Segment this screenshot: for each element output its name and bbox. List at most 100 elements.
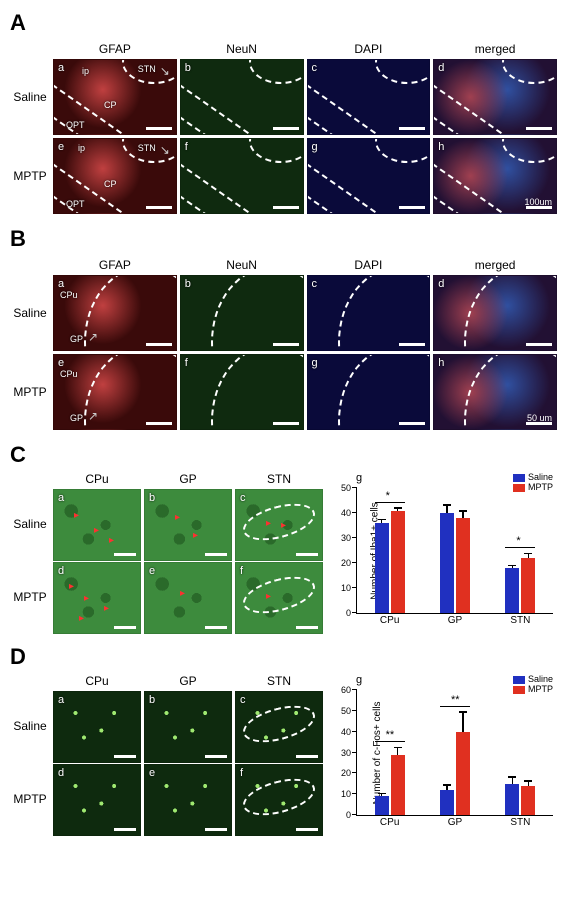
col-header: NeuN (180, 258, 304, 272)
row-header-mptp: MPTP (10, 354, 50, 430)
micrograph: c (307, 275, 431, 351)
micrograph: h 100um (433, 138, 557, 214)
row-header-mptp: MPTP (10, 138, 50, 214)
bar (505, 568, 519, 613)
bar (375, 523, 389, 613)
region-label: OPT (66, 199, 85, 209)
micrograph: d (53, 764, 141, 836)
subpanel-label: b (185, 62, 191, 74)
bar (391, 755, 405, 815)
micrograph: d (433, 275, 557, 351)
col-header: GFAP (53, 42, 177, 56)
col-header: STN (235, 472, 323, 486)
micrograph: e (144, 764, 232, 836)
col-header: NeuN (180, 42, 304, 56)
micrograph: d ▸ ▸ ▸ ▸ (53, 562, 141, 634)
subpanel-label: e (58, 357, 64, 369)
region-label: OPT (66, 120, 85, 130)
arrow-icon: ↗ (88, 330, 98, 344)
bar (521, 786, 535, 815)
subpanel-label: g (356, 472, 362, 484)
scale-text: 100um (524, 197, 552, 207)
panel-label-C: C (10, 442, 557, 468)
legend-label: Saline (528, 472, 553, 482)
legend-swatch-saline (513, 676, 525, 684)
arrowhead-icon: ▸ (266, 518, 271, 529)
subpanel-label: a (58, 492, 64, 504)
micrograph: e ▸ (144, 562, 232, 634)
region-label: STN (138, 64, 156, 74)
grid-B: GFAP NeuN DAPI merged Saline a CPu GP ↗ … (10, 254, 557, 430)
arrowhead-icon: ▸ (104, 603, 109, 614)
col-header: GP (144, 674, 232, 688)
subpanel-label: f (240, 565, 243, 577)
arrowhead-icon: ▸ (79, 613, 84, 624)
row-header-saline: Saline (10, 275, 50, 351)
micrograph: h 50 um (433, 354, 557, 430)
region-label: STN (138, 143, 156, 153)
arrowhead-icon: ▸ (74, 510, 79, 521)
micrograph: f (235, 764, 323, 836)
region-label: CPu (60, 290, 78, 300)
grid-C: CPu GP STN g Saline MPTP Number of Iba1+… (10, 470, 557, 632)
subpanel-label: c (312, 278, 318, 290)
row-header: Saline (10, 691, 50, 761)
micrograph: g (307, 354, 431, 430)
subpanel-label: h (438, 141, 444, 153)
micrograph: c ▸ ▸ (235, 489, 323, 561)
subpanel-label: c (240, 694, 246, 706)
bar (375, 796, 389, 815)
panel-C: C CPu GP STN g Saline MPTP Number of Iba… (10, 442, 557, 632)
micrograph: b ▸ ▸ (144, 489, 232, 561)
arrow-icon: ↘ (160, 143, 170, 157)
micrograph: e CPu GP ↗ (53, 354, 177, 430)
bar (391, 511, 405, 614)
subpanel-label: d (58, 767, 64, 779)
subpanel-label: b (185, 278, 191, 290)
col-header: merged (433, 42, 557, 56)
col-header: STN (235, 674, 323, 688)
micrograph: a ▸ ▸ ▸ (53, 489, 141, 561)
arrowhead-icon: ▸ (281, 520, 286, 531)
grid-D: CPu GP STN g Saline MPTP Number of c-Fos… (10, 672, 557, 834)
subpanel-label: f (185, 141, 188, 153)
arrowhead-icon: ▸ (193, 530, 198, 541)
bar (456, 732, 470, 815)
micrograph: c (307, 59, 431, 135)
bar (440, 790, 454, 815)
subpanel-label: a (58, 278, 64, 290)
region-label: ip (82, 66, 89, 76)
arrowhead-icon: ▸ (180, 588, 185, 599)
col-header: DAPI (307, 42, 431, 56)
col-header: GFAP (53, 258, 177, 272)
subpanel-label: e (58, 141, 64, 153)
micrograph: b (180, 59, 304, 135)
arrow-icon: ↗ (88, 409, 98, 423)
region-label: CP (104, 179, 117, 189)
panel-A: A GFAP NeuN DAPI merged Saline a ip STN … (10, 10, 557, 214)
panel-label-B: B (10, 226, 557, 252)
subpanel-label: g (312, 141, 318, 153)
chart-cell-D: g Saline MPTP Number of c-Fos+ cells 010… (326, 672, 557, 834)
row-header: Saline (10, 489, 50, 559)
arrowhead-icon: ▸ (175, 512, 180, 523)
row-header-saline: Saline (10, 59, 50, 135)
micrograph: e ip STN ↘ CP OPT (53, 138, 177, 214)
col-header: CPu (53, 674, 141, 688)
region-label: GP (70, 413, 83, 423)
row-header: MPTP (10, 764, 50, 834)
region-label: CPu (60, 369, 78, 379)
subpanel-label: d (438, 62, 444, 74)
region-label: GP (70, 334, 83, 344)
row-header: MPTP (10, 562, 50, 632)
col-header: DAPI (307, 258, 431, 272)
subpanel-label: d (58, 565, 64, 577)
arrowhead-icon: ▸ (69, 581, 74, 592)
arrowhead-icon: ▸ (84, 593, 89, 604)
subpanel-label: b (149, 492, 155, 504)
micrograph: f (180, 138, 304, 214)
subpanel-label: e (149, 767, 155, 779)
micrograph: d (433, 59, 557, 135)
micrograph: a ip STN ↘ CP OPT (53, 59, 177, 135)
micrograph: b (144, 691, 232, 763)
